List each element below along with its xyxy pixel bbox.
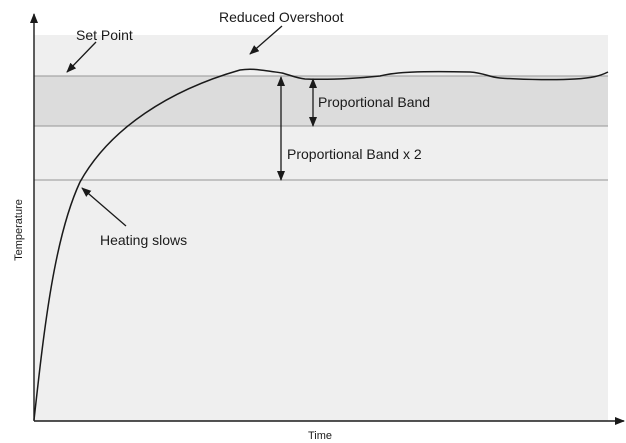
heating-slows-label: Heating slows <box>100 232 187 248</box>
reduced-overshoot-arrow <box>249 25 283 55</box>
heating-slows-arrow <box>81 187 127 227</box>
set-point-label: Set Point <box>76 27 133 43</box>
reduced-overshoot-label: Reduced Overshoot <box>219 9 344 25</box>
temperature-curve <box>33 68 609 421</box>
proportional-band-label: Proportional Band <box>318 94 430 110</box>
proportional-band-area <box>34 76 608 126</box>
set-point-arrow <box>66 41 97 73</box>
proportional-band-x2-label: Proportional Band x 2 <box>287 146 422 162</box>
x-axis-label: Time <box>308 430 332 442</box>
y-axis-label: Temperature <box>13 199 25 261</box>
